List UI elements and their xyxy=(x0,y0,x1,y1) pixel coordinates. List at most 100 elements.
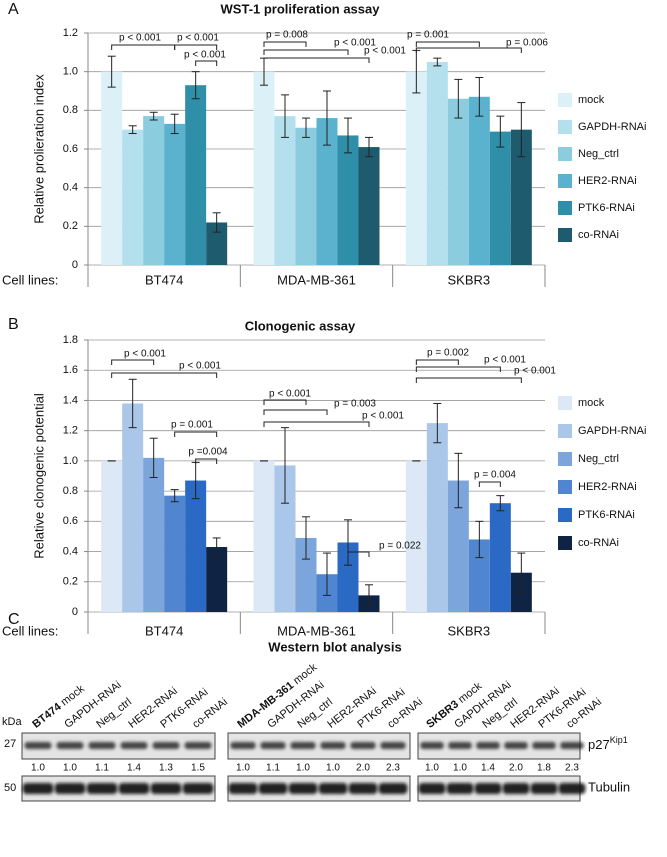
band xyxy=(150,783,182,794)
band xyxy=(182,783,214,794)
y-tick-label: 1.6 xyxy=(63,364,78,376)
legend-label: co-RNAi xyxy=(578,229,619,241)
error-bar xyxy=(212,212,221,233)
band xyxy=(228,783,258,794)
chart-title: Clonogenic assay xyxy=(245,318,356,333)
x-tick-label: SKBR3 xyxy=(448,623,491,638)
x-tick-label: MDA-MB-361 xyxy=(277,272,356,287)
legend-swatch xyxy=(558,452,572,466)
error-bar xyxy=(344,519,352,566)
error-bar xyxy=(475,520,484,559)
legend-label: GAPDH-RNAi xyxy=(578,425,646,437)
band xyxy=(448,742,472,749)
legend-swatch xyxy=(558,424,572,438)
significance-bracket xyxy=(263,41,307,47)
annotation: p < 0.001 xyxy=(119,33,161,44)
band xyxy=(230,742,256,749)
legend-swatch xyxy=(558,174,572,188)
legend-label: GAPDH-RNAi xyxy=(578,121,646,133)
quantification: 1.3 xyxy=(159,763,173,774)
legend-label: HER2-RNAi xyxy=(578,481,637,493)
annotation: p = 0.003 xyxy=(334,399,376,410)
quantification: 1.4 xyxy=(127,763,141,774)
error-bar xyxy=(170,489,179,503)
error-bar xyxy=(365,136,373,158)
band xyxy=(288,783,318,794)
error-bar xyxy=(281,94,289,138)
quantification: 1.8 xyxy=(537,763,551,774)
panel-letter: B xyxy=(8,316,19,333)
band xyxy=(152,742,180,749)
legend-swatch xyxy=(558,396,572,410)
bar xyxy=(164,123,186,265)
band xyxy=(56,742,84,749)
quantification: 1.5 xyxy=(191,763,205,774)
legend-label: PTK6-RNAi xyxy=(578,509,635,521)
band xyxy=(118,783,150,794)
band xyxy=(22,783,54,794)
annotation: p < 0.001 xyxy=(484,355,526,366)
error-bar xyxy=(454,452,463,509)
annotation: p = 0.022 xyxy=(379,541,421,552)
error-bar xyxy=(212,537,221,557)
bar xyxy=(143,457,165,612)
significance-bracket xyxy=(263,399,307,405)
bar xyxy=(468,96,490,265)
y-tick-label: 0.6 xyxy=(63,515,78,527)
bar xyxy=(405,71,427,266)
band xyxy=(350,742,376,749)
x-tick-label: BT474 xyxy=(145,272,183,287)
significance-bracket xyxy=(263,421,370,427)
legend-label: mock xyxy=(578,94,605,106)
significance-bracket xyxy=(111,359,155,365)
bar xyxy=(185,480,207,612)
error-bar xyxy=(191,71,200,100)
annotation: p < 0.001 xyxy=(334,38,376,49)
bar xyxy=(122,403,144,612)
panel-letter: A xyxy=(8,1,19,18)
error-bar xyxy=(128,125,137,135)
error-bar xyxy=(344,117,352,154)
bar xyxy=(510,129,532,265)
bar xyxy=(468,539,490,612)
y-tick-label: 0.8 xyxy=(63,485,78,497)
y-tick-label: 1.0 xyxy=(63,455,78,467)
blot-membrane xyxy=(21,732,216,760)
error-bar xyxy=(281,427,289,504)
bar xyxy=(358,147,380,265)
annotation: p < 0.001 xyxy=(514,366,556,377)
y-tick-label: 0.4 xyxy=(63,182,78,194)
band xyxy=(418,783,446,794)
categories-label: Cell lines: xyxy=(2,272,58,287)
error-bar xyxy=(454,78,463,119)
annotation: p = 0.006 xyxy=(506,38,548,49)
annotation: p = 0.008 xyxy=(266,30,308,41)
error-bar xyxy=(365,584,373,607)
significance-bracket xyxy=(174,431,218,437)
quantification: 2.0 xyxy=(356,763,370,774)
quantification: 2.0 xyxy=(509,763,523,774)
annotation: p = 0.004 xyxy=(474,470,516,481)
significance-bracket xyxy=(111,44,176,50)
band xyxy=(348,783,378,794)
band xyxy=(88,742,116,749)
error-bar xyxy=(496,115,505,148)
significance-bracket xyxy=(263,49,349,55)
legend-swatch xyxy=(558,201,572,215)
bar xyxy=(295,127,317,265)
bar xyxy=(489,503,511,612)
significance-bracket xyxy=(263,57,370,63)
quantification: 1.0 xyxy=(453,763,467,774)
band xyxy=(290,742,316,749)
bar xyxy=(489,131,511,265)
bar xyxy=(274,465,296,612)
legend-swatch xyxy=(558,147,572,161)
band xyxy=(378,783,408,794)
quantification: 1.1 xyxy=(266,763,280,774)
legend-label: mock xyxy=(578,397,605,409)
marker-label: 50 xyxy=(4,782,16,794)
quantification: 1.0 xyxy=(236,763,250,774)
band xyxy=(530,783,558,794)
marker-label: 27 xyxy=(4,738,16,750)
legend-label: Neg_ctrl xyxy=(578,148,619,160)
